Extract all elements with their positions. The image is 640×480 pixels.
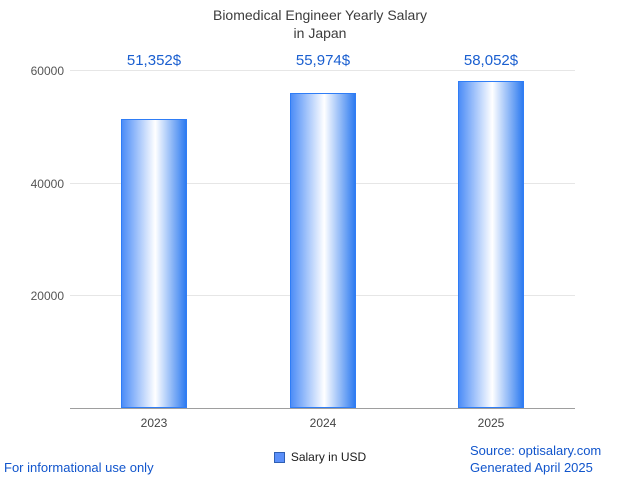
bar-2023[interactable] bbox=[121, 119, 187, 408]
generated-date: Generated April 2025 bbox=[470, 460, 593, 475]
bar-value-label-2024: 55,974$ bbox=[295, 52, 351, 69]
legend-label: Salary in USD bbox=[290, 450, 367, 464]
y-tick-label-60000: 60000 bbox=[30, 64, 64, 78]
bar-2025[interactable] bbox=[458, 81, 524, 408]
bar-value-label-2025: 58,052$ bbox=[463, 52, 519, 69]
gridline-60000 bbox=[70, 70, 575, 71]
source-block: Source: optisalary.com Generated April 2… bbox=[470, 442, 601, 476]
chart-title-line2: in Japan bbox=[293, 25, 347, 41]
chart-legend: Salary in USD bbox=[0, 450, 640, 464]
chart-title-line1: Biomedical Engineer Yearly Salary bbox=[212, 7, 427, 23]
disclaimer-text: For informational use only bbox=[4, 460, 154, 475]
bar-value-label-2023: 51,352$ bbox=[126, 52, 182, 69]
bar-2024[interactable] bbox=[290, 93, 356, 408]
source-link[interactable]: Source: optisalary.com bbox=[470, 443, 602, 458]
x-axis-line bbox=[70, 408, 575, 409]
x-axis-label-2025: 2025 bbox=[477, 416, 505, 430]
x-axis-label-2024: 2024 bbox=[309, 416, 337, 430]
plot-area bbox=[70, 70, 575, 409]
legend-swatch-icon bbox=[273, 451, 285, 463]
y-tick-label-40000: 40000 bbox=[30, 176, 64, 191]
y-tick-label-20000: 20000 bbox=[30, 289, 64, 304]
chart-title: Biomedical Engineer Yearly Salary in Jap… bbox=[0, 6, 640, 42]
x-axis-label-2023: 2023 bbox=[140, 416, 168, 430]
